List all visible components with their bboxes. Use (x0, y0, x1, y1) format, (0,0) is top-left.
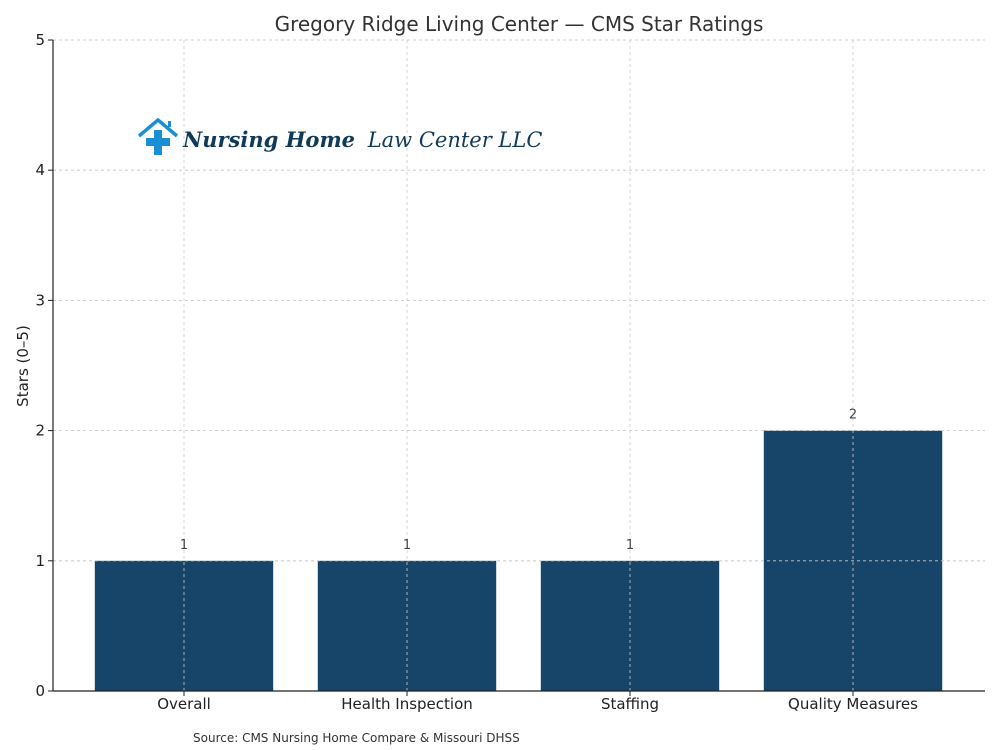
data-label: 1 (403, 538, 411, 553)
logo-text-regular: Law Center LLC (367, 128, 543, 152)
x-tick-label: Health Inspection (341, 695, 473, 713)
x-tick-label: Staffing (601, 695, 659, 713)
y-tick-label: 2 (35, 422, 45, 440)
x-tick-label: Overall (157, 695, 211, 713)
gridlines-front (53, 39, 985, 691)
y-axis-ticks: 0 1 2 3 4 5 (35, 31, 53, 700)
data-labels: 1 1 1 2 (180, 408, 857, 553)
svg-text:Nursing Home Law Center: Nursing Home Law Center LLC (182, 127, 542, 152)
y-tick-label: 5 (35, 31, 45, 49)
chart-title: Gregory Ridge Living Center — CMS Star R… (275, 12, 764, 36)
house-medical-cross-icon (137, 118, 179, 155)
data-label: 2 (849, 408, 857, 423)
y-tick-label: 0 (35, 682, 45, 700)
data-label: 1 (180, 538, 188, 553)
logo: Nursing Home Law Center LLC (137, 118, 542, 155)
data-label: 1 (626, 538, 634, 553)
y-tick-label: 4 (35, 161, 45, 179)
logo-text-bold: Nursing Home (182, 127, 355, 152)
y-axis-label: Stars (0–5) (14, 325, 32, 407)
y-tick-label: 1 (35, 552, 45, 570)
x-tick-label: Quality Measures (788, 695, 918, 713)
x-axis-ticks: Overall Health Inspection Staffing Quality … (157, 691, 918, 713)
source-note: Source: CMS Nursing Home Compare & Misso… (193, 731, 520, 745)
y-tick-label: 3 (35, 291, 45, 309)
